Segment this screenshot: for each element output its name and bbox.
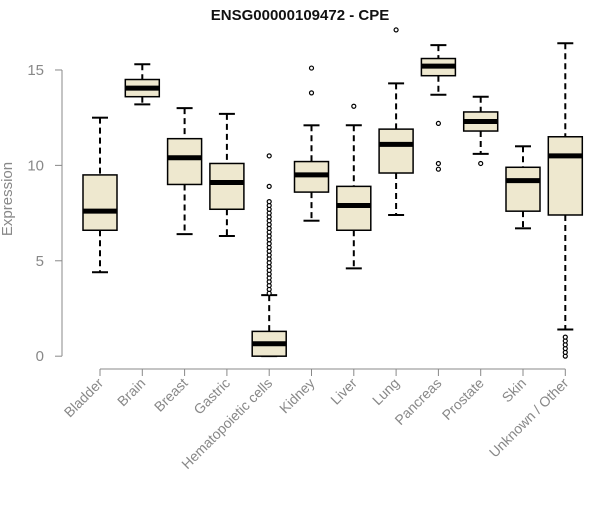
outlier-point: [308, 65, 315, 71]
x-tick-label: Liver: [327, 375, 360, 408]
y-tick-label: 5: [36, 253, 44, 270]
x-tick-label: Bladder: [61, 375, 107, 421]
x-tick-label: Pancreas: [391, 375, 444, 428]
x-tick-label: Brain: [114, 375, 148, 409]
outlier-point: [435, 160, 441, 167]
y-tick-label: 15: [27, 62, 44, 79]
y-tick-label: 10: [27, 157, 44, 174]
outlier-point: [266, 183, 272, 189]
outlier-point: [435, 120, 441, 127]
x-tick-label: Unknown / Other: [486, 375, 572, 461]
outlier-point: [351, 103, 357, 109]
x-tick-label: Breast: [151, 375, 191, 415]
x-tick-label: Prostate: [439, 375, 487, 423]
outlier-point: [435, 166, 441, 172]
box: [82, 174, 118, 232]
y-axis-title: Expression: [0, 162, 16, 236]
outlier-point: [308, 90, 315, 96]
box: [209, 162, 245, 211]
outlier-point: [266, 199, 272, 205]
outlier-point: [266, 153, 272, 159]
y-tick-label: 0: [36, 348, 44, 365]
chart-title: ENSG00000109472 - CPE: [210, 7, 390, 24]
box: [378, 128, 414, 174]
x-tick-label: Kidney: [276, 375, 318, 417]
box: [547, 136, 584, 216]
outlier-point: [478, 160, 484, 167]
box: [505, 166, 541, 212]
box: [336, 185, 372, 232]
x-tick-label: Skin: [499, 375, 530, 406]
outlier-point: [393, 27, 399, 33]
outlier-point: [562, 334, 568, 340]
x-tick-label: Lung: [369, 375, 402, 408]
box: [166, 137, 203, 186]
